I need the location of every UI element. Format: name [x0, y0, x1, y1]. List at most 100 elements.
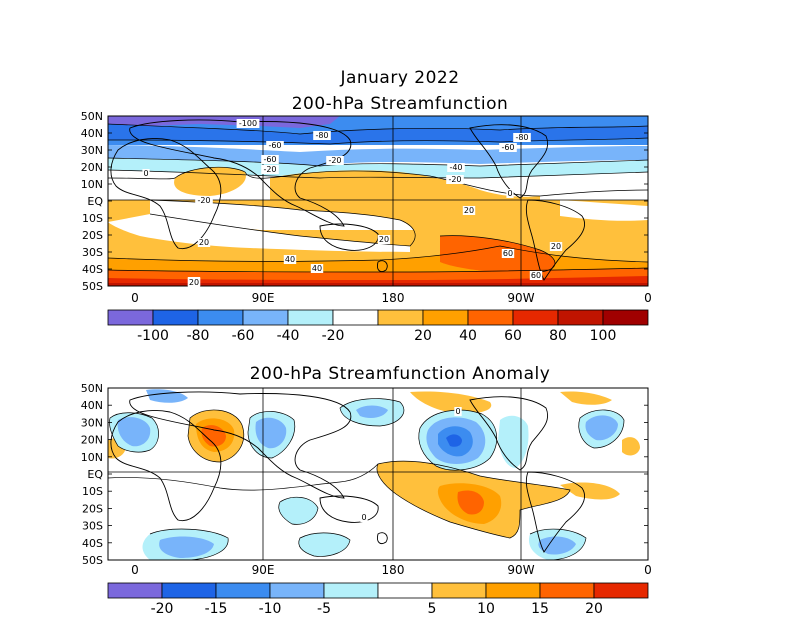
colorbar-label: -60	[232, 328, 255, 344]
colorbar-swatch	[161, 582, 217, 599]
streamfunction-anomaly-map	[108, 388, 648, 560]
svg-text:0: 0	[361, 513, 366, 522]
lat-label: 10N	[81, 178, 103, 191]
svg-text:20: 20	[379, 235, 389, 244]
colorbar-swatch	[539, 582, 595, 599]
lon-label: 0	[644, 563, 652, 577]
colorbar-swatch	[287, 309, 334, 326]
lat-label: 40N	[81, 399, 103, 412]
figure-title: January 2022	[340, 68, 460, 88]
lat-label: 20N	[81, 434, 103, 447]
svg-text:-60: -60	[501, 143, 514, 152]
contour-label: 20	[462, 206, 476, 215]
contour-label: -40	[447, 163, 465, 172]
svg-text:20: 20	[189, 278, 199, 287]
colorbar-label: 15	[531, 601, 549, 617]
colorbar-label: 100	[590, 328, 617, 344]
lon-label: 180	[382, 563, 405, 577]
svg-text:-80: -80	[315, 131, 328, 140]
contour-label: -20	[446, 175, 464, 184]
lat-label: 20N	[81, 161, 103, 174]
colorbar-label: 5	[428, 601, 437, 617]
lon-label: 90E	[252, 563, 275, 577]
colorbar-swatch	[323, 582, 379, 599]
lon-label: 180	[382, 291, 405, 305]
lon-label: 90E	[252, 291, 275, 305]
lat-label: 10N	[81, 451, 103, 464]
colorbar-swatch	[332, 309, 379, 326]
colorbar-label: -5	[317, 601, 331, 617]
contour-label: 0	[506, 189, 514, 198]
contour-label: -20	[326, 156, 344, 165]
lon-label: 90W	[507, 291, 534, 305]
svg-text:40: 40	[285, 255, 295, 264]
colorbar-label: -80	[187, 328, 210, 344]
lon-label: 0	[131, 291, 139, 305]
colorbar-label: 10	[477, 601, 495, 617]
svg-text:20: 20	[464, 206, 474, 215]
contour-label: 0	[360, 513, 368, 522]
contour-label: 60	[501, 249, 515, 258]
svg-text:-20: -20	[448, 175, 461, 184]
contour-label: -60	[266, 141, 284, 150]
contour-label: -100	[236, 119, 260, 128]
svg-text:0: 0	[143, 169, 148, 178]
colorbar-label: 60	[504, 328, 522, 344]
colorbar-swatch	[602, 309, 649, 326]
colorbar-swatch	[467, 309, 514, 326]
colorbar-swatch	[431, 582, 487, 599]
lat-label: EQ	[87, 468, 103, 481]
colorbar-label: -10	[259, 601, 282, 617]
contour-label: 0	[454, 407, 462, 416]
lat-label: 10S	[82, 212, 103, 225]
lat-label: 40S	[82, 537, 103, 550]
lat-label: 30S	[82, 520, 103, 533]
lat-label: 20S	[82, 502, 103, 515]
lat-label: 40N	[81, 127, 103, 140]
contour-label: 60	[529, 271, 543, 280]
colorbar-swatch	[557, 309, 604, 326]
contour-label: -20	[195, 196, 213, 205]
lat-label: EQ	[87, 195, 103, 208]
contour-label: -20	[261, 165, 279, 174]
colorbar-swatch	[377, 582, 433, 599]
colorbar-swatch	[107, 582, 163, 599]
contour-label: 0	[142, 169, 150, 178]
svg-text:20: 20	[199, 238, 209, 247]
colorbar-label: 40	[459, 328, 477, 344]
colorbar-label: 20	[585, 601, 603, 617]
colorbar-label: -20	[322, 328, 345, 344]
svg-text:40: 40	[312, 264, 322, 273]
contour-label: 20	[187, 278, 201, 287]
lat-label: 20S	[82, 229, 103, 242]
contour-label: 40	[310, 264, 324, 273]
panel-1-title: 200-hPa Streamfunction	[291, 94, 509, 114]
contour-label: 40	[283, 255, 297, 264]
colorbar-swatch	[422, 309, 469, 326]
lat-label: 30N	[81, 416, 103, 429]
contour-label: 20	[377, 235, 391, 244]
contour-label: -80	[513, 133, 531, 142]
colorbar-swatch	[242, 309, 289, 326]
lat-label: 30N	[81, 144, 103, 157]
svg-text:0: 0	[507, 189, 512, 198]
svg-text:-80: -80	[515, 133, 528, 142]
lat-label: 40S	[82, 263, 103, 276]
svg-text:-20: -20	[263, 165, 276, 174]
svg-text:20: 20	[551, 242, 561, 251]
lat-label: 50N	[81, 382, 103, 395]
colorbar-label: -40	[277, 328, 300, 344]
lon-label: 0	[131, 563, 139, 577]
colorbar-label: 20	[414, 328, 432, 344]
colorbar-swatch	[377, 309, 424, 326]
svg-text:60: 60	[503, 249, 513, 258]
lon-label: 0	[644, 291, 652, 305]
colorbar-swatch	[215, 582, 271, 599]
lat-label: 50S	[82, 554, 103, 567]
contour-label: -80	[313, 131, 331, 140]
svg-text:-100: -100	[239, 119, 257, 128]
lat-label: 10S	[82, 485, 103, 498]
contour-label: -60	[499, 143, 517, 152]
colorbar-label: -20	[151, 601, 174, 617]
